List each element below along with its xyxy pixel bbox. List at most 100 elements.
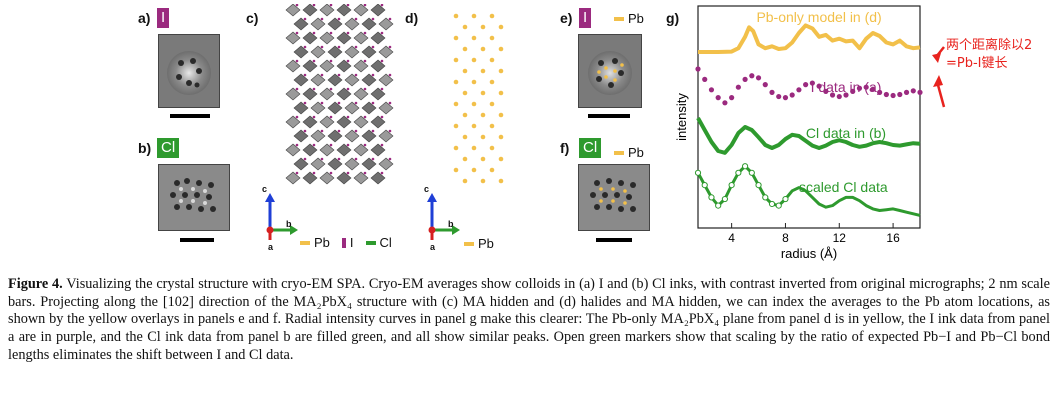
data-point-open	[735, 169, 742, 176]
octahedron	[327, 45, 343, 59]
data-point	[722, 100, 728, 106]
iodine-atom	[337, 17, 341, 21]
iodine-atom	[295, 143, 299, 147]
legend-pb-swatch	[300, 240, 310, 245]
pb-atom	[453, 57, 459, 63]
octahedron	[378, 45, 394, 59]
iodine-atom	[363, 115, 367, 119]
iodine-atom	[380, 87, 384, 91]
octahedron	[344, 101, 360, 115]
panel-d-axis-a-label: a	[430, 242, 436, 252]
octahedron	[319, 31, 335, 45]
series-label: Cl data in (b)	[806, 125, 886, 141]
panel-d-axis-b-label: b	[448, 219, 454, 229]
pb-atom	[462, 90, 468, 96]
iodine-atom	[303, 129, 307, 133]
series-line	[696, 164, 921, 217]
series-line	[698, 23, 921, 54]
octahedron	[370, 59, 386, 73]
data-point	[863, 84, 869, 90]
octahedron	[285, 4, 301, 17]
panel-f-legend: Pb	[614, 145, 644, 160]
octahedron	[285, 59, 301, 73]
iodine-atom	[312, 143, 316, 147]
iodine-atom	[303, 73, 307, 77]
legend-cl-swatch	[365, 240, 376, 245]
data-point	[695, 66, 701, 72]
octahedron	[302, 4, 318, 17]
data-point	[809, 80, 815, 86]
octahedron	[302, 143, 318, 157]
caption-text: Visualizing the crystal structure with c…	[8, 276, 1050, 363]
octahedron	[378, 17, 394, 31]
data-point	[850, 88, 856, 94]
iodine-atom	[380, 115, 384, 119]
iodine-atom	[363, 59, 367, 63]
octahedron	[319, 171, 335, 185]
data-point-open	[721, 195, 729, 203]
octahedron	[293, 157, 309, 171]
panel-d-axes	[427, 193, 460, 240]
octahedron	[353, 31, 369, 45]
iodine-atom	[363, 87, 367, 91]
panel-c-label: c)	[246, 10, 259, 26]
octahedron	[285, 115, 301, 129]
panel-b-micrograph	[158, 164, 230, 231]
iodine-atom	[354, 73, 358, 77]
panel-c-axis-c-label: c	[262, 184, 268, 194]
octahedron	[336, 87, 352, 101]
panel-f-micrograph-overlay	[578, 164, 650, 231]
x-tick-label: 8	[782, 231, 789, 245]
iodine-atom	[346, 31, 350, 35]
octahedron	[285, 143, 301, 157]
iodine-atom	[371, 101, 375, 105]
iodine-atom	[337, 157, 341, 161]
iodine-atom	[380, 31, 384, 35]
panel-d-legend: Pb	[464, 236, 494, 251]
data-point-open	[775, 202, 782, 209]
panel-f-scale-bar	[596, 238, 632, 242]
iodine-atom	[320, 101, 324, 105]
octahedron	[361, 17, 377, 31]
octahedron	[370, 87, 386, 101]
pb-atom	[489, 79, 495, 85]
octahedron	[336, 59, 352, 73]
data-point	[803, 82, 809, 88]
pb-atom	[480, 134, 486, 140]
pb-atom	[489, 101, 495, 107]
iodine-atom	[303, 157, 307, 161]
legend-pb-label: Pb	[628, 145, 644, 160]
iodine-atom	[329, 87, 333, 91]
iodine-atom	[312, 31, 316, 35]
iodine-atom	[388, 73, 392, 77]
pb-atom	[480, 90, 486, 96]
panel-d-label: d)	[405, 10, 419, 26]
data-point	[856, 85, 863, 91]
pb-atom	[489, 145, 495, 151]
legend-i-swatch	[341, 237, 346, 248]
panel-e-scale-bar	[588, 114, 630, 118]
data-point	[729, 95, 735, 101]
data-point-open	[701, 182, 708, 189]
octahedron	[310, 101, 326, 115]
data-point	[910, 88, 916, 94]
pb-atom	[453, 167, 459, 173]
octahedron	[293, 129, 309, 143]
iodine-atom	[312, 87, 316, 91]
octahedron	[319, 87, 335, 101]
panel-c-legend: Pb I Cl	[300, 235, 392, 250]
pb-atom	[498, 46, 504, 52]
pb-atom	[471, 101, 477, 107]
octahedron	[370, 115, 386, 129]
octahedron	[336, 143, 352, 157]
octahedron	[293, 17, 309, 31]
iodine-atom	[312, 59, 316, 63]
iodine-atom	[320, 73, 324, 77]
octahedron	[361, 129, 377, 143]
pb-atom	[480, 112, 486, 118]
iodine-atom	[354, 157, 358, 161]
data-point	[903, 89, 910, 95]
data-point	[776, 93, 782, 100]
data-point	[715, 95, 721, 101]
octahedron	[370, 4, 386, 17]
